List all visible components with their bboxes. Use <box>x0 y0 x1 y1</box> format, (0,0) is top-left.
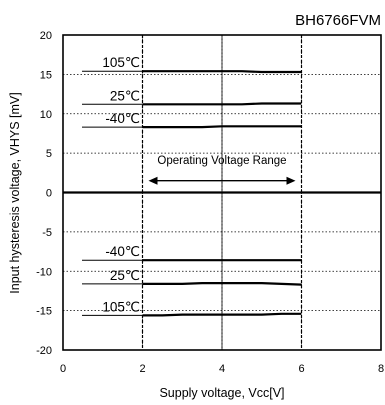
series-line <box>142 282 302 286</box>
y-tick-label: 15 <box>40 69 52 81</box>
y-tick-label: 20 <box>40 30 52 42</box>
x-tick-label: 2 <box>139 363 145 375</box>
x-tick-label: 8 <box>378 363 384 375</box>
series-line <box>142 312 302 317</box>
y-tick-label: 5 <box>46 148 52 160</box>
range-annotation-label: Operating Voltage Range <box>157 155 286 167</box>
y-tick-label: 0 <box>46 188 52 200</box>
x-tick-label: 4 <box>219 363 225 375</box>
range-arrow-left-head <box>148 176 158 185</box>
x-axis-label: Supply voltage, Vcc[V] <box>159 386 284 400</box>
range-arrow-right-head <box>286 176 296 185</box>
series-label: -40℃ <box>105 244 140 259</box>
y-tick-label: -15 <box>36 306 52 318</box>
y-tick-label: -5 <box>42 227 52 239</box>
x-tick-label: 6 <box>298 363 304 375</box>
series-label: -40℃ <box>105 111 140 126</box>
series-line <box>142 125 302 129</box>
series-label: 25℃ <box>110 268 140 283</box>
y-tick-label: -20 <box>36 345 52 357</box>
y-tick-label: 10 <box>40 109 52 121</box>
x-tick-label: 0 <box>60 363 66 375</box>
series-line <box>142 70 302 74</box>
series-label: 105℃ <box>102 55 140 70</box>
series-line <box>142 102 302 106</box>
plot-frame <box>62 34 382 351</box>
chart-title: BH6766FVM <box>295 12 381 29</box>
series-label: 105℃ <box>102 299 140 314</box>
y-axis-label: Input hysteresis voltage, VHYS [mV] <box>8 92 22 293</box>
y-tick-label: -10 <box>36 266 52 278</box>
series-label: 25℃ <box>110 88 140 103</box>
